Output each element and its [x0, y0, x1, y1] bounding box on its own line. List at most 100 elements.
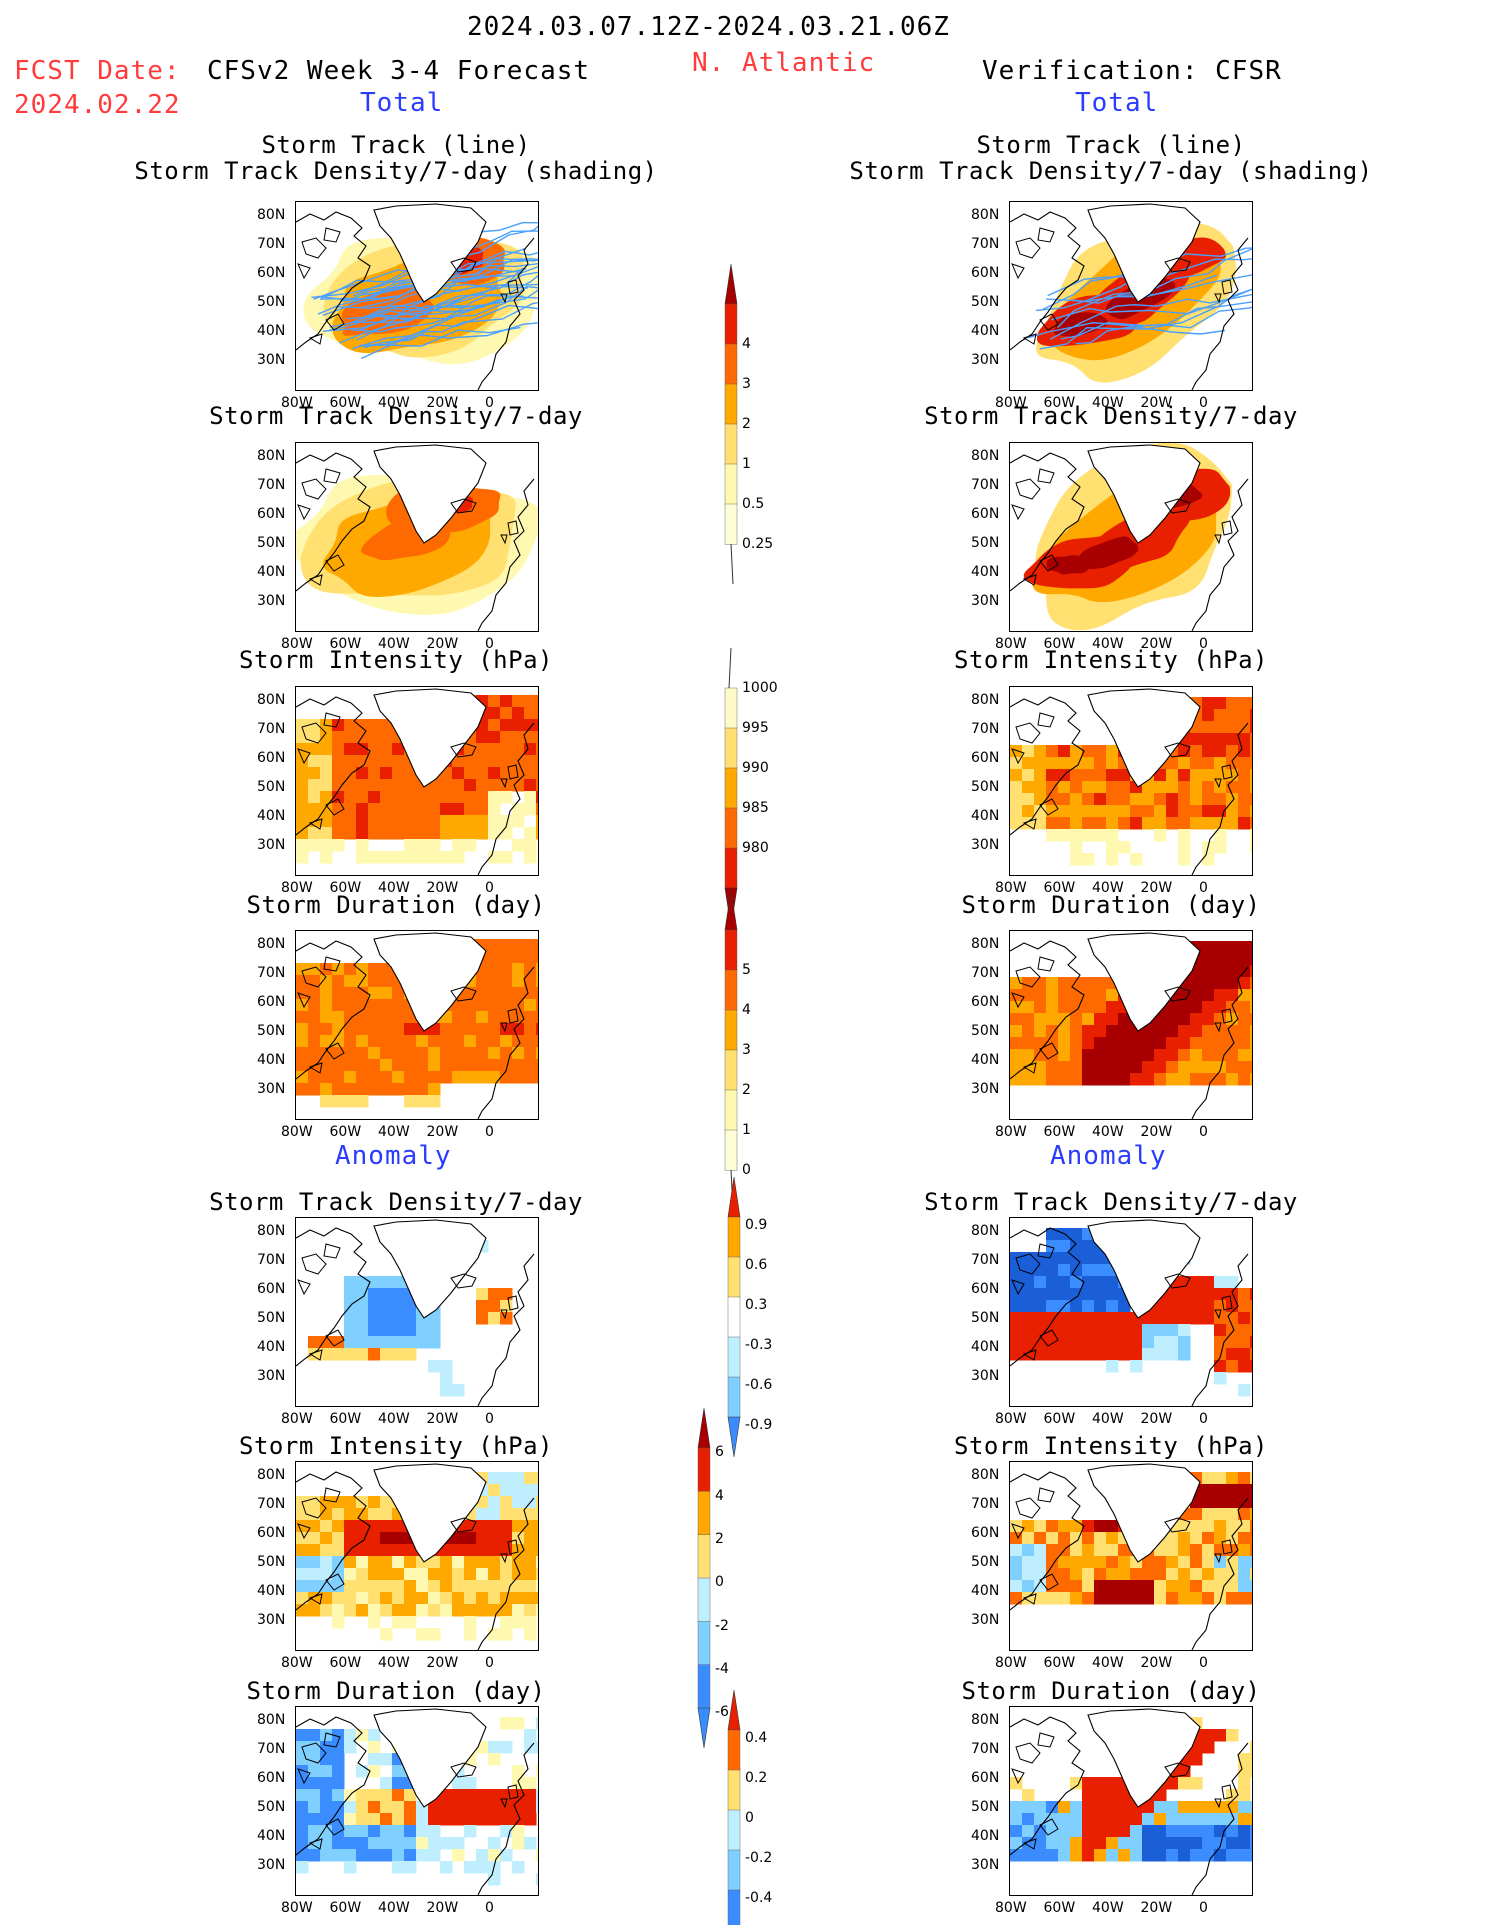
- lat-tick-label: 80N: [971, 936, 1000, 952]
- lat-tick-label: 50N: [971, 779, 1000, 795]
- title-l7: Storm Duration (day): [246, 1677, 546, 1705]
- lon-tick-label: 40W: [1092, 636, 1124, 652]
- colorbar-intensity-total-label: 990: [742, 760, 769, 776]
- lat-tick-label: 30N: [971, 1081, 1000, 1097]
- lon-tick-label: 60W: [329, 1124, 362, 1140]
- lat-tick-label: 50N: [257, 535, 286, 551]
- lat-tick-label: 40N: [257, 1828, 286, 1844]
- lon-tick-label: 80W: [281, 880, 313, 896]
- lon-tick-label: 80W: [995, 636, 1027, 652]
- colorbar-intensity-anomaly-label: 0: [715, 1574, 724, 1591]
- lon-tick-label: 40W: [378, 1900, 410, 1916]
- lat-tick-label: 60N: [971, 1525, 1000, 1541]
- lon-tick-label: 20W: [426, 1411, 459, 1427]
- lon-tick-label: 80W: [995, 1900, 1027, 1916]
- lon-tick-label: 40W: [378, 395, 410, 411]
- lat-tick-label: 30N: [971, 1612, 1000, 1628]
- lon-tick-label: 0: [1199, 1655, 1208, 1671]
- lat-tick-label: 30N: [971, 593, 1000, 609]
- lat-tick-label: 40N: [257, 1583, 286, 1599]
- lon-tick-label: 80W: [995, 1655, 1027, 1671]
- colorbar-density-total-label: 0.5: [742, 496, 765, 512]
- lat-tick-label: 40N: [971, 808, 1000, 824]
- lon-tick-label: 20W: [426, 395, 459, 411]
- lon-tick-label: 20W: [1140, 880, 1173, 896]
- lon-tick-label: 0: [1199, 636, 1208, 652]
- lon-tick-label: 40W: [1092, 1124, 1124, 1140]
- lat-tick-label: 60N: [971, 265, 1000, 281]
- lat-tick-label: 60N: [257, 1281, 286, 1297]
- colorbar-intensity-anomaly-label: -6: [715, 1704, 729, 1721]
- lon-tick-label: 0: [485, 1900, 494, 1916]
- lat-tick-label: 60N: [971, 506, 1000, 522]
- lat-tick-label: 30N: [257, 593, 286, 609]
- lon-tick-label: 0: [485, 395, 494, 411]
- lat-tick-label: 60N: [257, 506, 286, 522]
- lat-tick-label: 80N: [257, 207, 286, 223]
- lat-tick-label: 50N: [971, 1310, 1000, 1326]
- lon-tick-label: 40W: [1092, 1900, 1124, 1916]
- lat-tick-label: 80N: [257, 1712, 286, 1728]
- aint-map-right: [1009, 1461, 1253, 1651]
- int-map-right: [1009, 686, 1253, 876]
- model-title: CFSv2 Week 3-4 Forecast: [207, 56, 591, 86]
- lat-tick-label: 30N: [257, 1612, 286, 1628]
- lon-tick-label: 0: [1199, 1900, 1208, 1916]
- lat-tick-label: 50N: [971, 1023, 1000, 1039]
- lon-tick-label: 40W: [1092, 1655, 1124, 1671]
- lon-tick-label: 80W: [281, 395, 313, 411]
- lat-tick-label: 40N: [257, 564, 286, 580]
- lat-tick-label: 80N: [257, 1223, 286, 1239]
- colorbar-intensity-anomaly-label: 2: [715, 1531, 724, 1547]
- lon-tick-label: 80W: [995, 1124, 1027, 1140]
- colorbar-intensity-total-label: 980: [742, 840, 769, 856]
- lat-tick-label: 40N: [971, 1052, 1000, 1068]
- colorbar-intensity-total-label: 985: [742, 800, 769, 816]
- lat-tick-label: 50N: [257, 294, 286, 310]
- verification-title: Verification: CFSR: [982, 56, 1282, 86]
- colorbar-duration-anomaly-label: -0.2: [745, 1850, 773, 1866]
- dur-map-left: [295, 930, 539, 1120]
- title-r1b: Storm Track Density/7-day (shading): [849, 157, 1373, 185]
- lon-tick-label: 60W: [1043, 1655, 1076, 1671]
- lat-tick-label: 40N: [971, 564, 1000, 580]
- lat-tick-label: 60N: [257, 265, 286, 281]
- lat-tick-label: 40N: [257, 1339, 286, 1355]
- lon-tick-label: 60W: [329, 395, 362, 411]
- lat-tick-label: 40N: [257, 323, 286, 339]
- lat-tick-label: 50N: [971, 294, 1000, 310]
- lat-tick-label: 70N: [257, 1741, 286, 1757]
- lat-tick-label: 50N: [257, 1799, 286, 1815]
- colorbar-density-total-label: 4: [742, 336, 751, 352]
- title-r6: Storm Intensity (hPa): [954, 1432, 1268, 1460]
- dur-map-right: [1009, 930, 1253, 1120]
- title-r3: Storm Intensity (hPa): [954, 646, 1268, 674]
- lat-tick-label: 30N: [257, 1857, 286, 1873]
- anomaly-label-left: Anomaly: [335, 1141, 452, 1171]
- lon-tick-label: 0: [1199, 395, 1208, 411]
- lat-tick-label: 80N: [257, 448, 286, 464]
- lat-tick-label: 50N: [971, 1799, 1000, 1815]
- int-map-left: [295, 686, 539, 876]
- lon-tick-label: 0: [1199, 1124, 1208, 1140]
- lat-tick-label: 80N: [971, 1712, 1000, 1728]
- lat-tick-label: 70N: [257, 1496, 286, 1512]
- lon-tick-label: 80W: [995, 880, 1027, 896]
- colorbar-duration-total-label: 5: [742, 962, 751, 978]
- lon-tick-label: 20W: [1140, 1655, 1173, 1671]
- title-r1a: Storm Track (line): [976, 131, 1246, 159]
- lat-tick-label: 80N: [971, 1467, 1000, 1483]
- lat-tick-label: 50N: [257, 1554, 286, 1570]
- colorbar-duration-total-label: 0: [742, 1162, 751, 1178]
- fcst-label: FCST Date:: [14, 56, 181, 86]
- lon-tick-label: 60W: [329, 1655, 362, 1671]
- lat-tick-label: 50N: [971, 535, 1000, 551]
- lat-tick-label: 60N: [257, 994, 286, 1010]
- lat-tick-label: 80N: [257, 936, 286, 952]
- lon-tick-label: 60W: [329, 636, 362, 652]
- lat-tick-label: 70N: [971, 965, 1000, 981]
- lon-tick-label: 60W: [1043, 1411, 1076, 1427]
- lon-tick-label: 80W: [995, 395, 1027, 411]
- lon-tick-label: 60W: [1043, 395, 1076, 411]
